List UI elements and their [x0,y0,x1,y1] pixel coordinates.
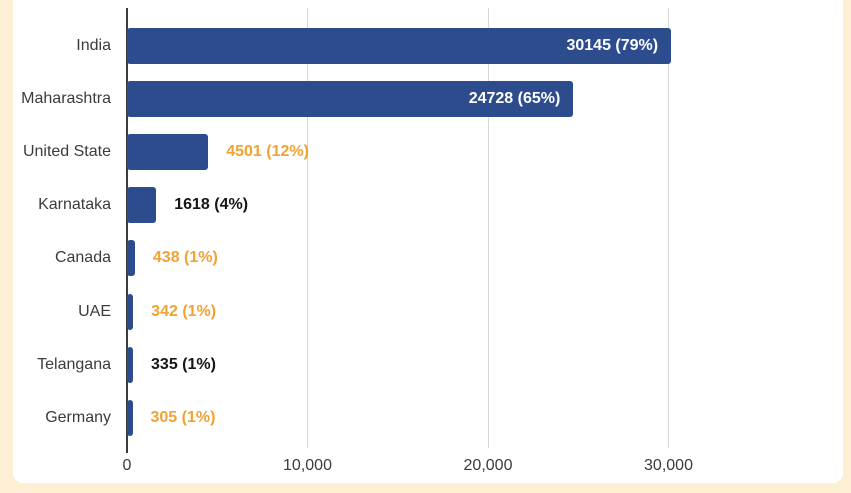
value-label: 438 (1%) [152,249,218,267]
bar [127,346,134,383]
value-label: 4501 (12%) [226,142,309,160]
value-label: 1618 (4%) [174,196,249,214]
bar [127,293,134,330]
bar [127,133,209,170]
x-tick-label: 10,000 [283,457,332,474]
x-tick-label: 30,000 [644,457,693,474]
value-label: 335 (1%) [151,355,216,373]
x-tick-label: 0 [122,457,132,474]
category-label: Telangana [37,355,111,373]
category-label: Canada [54,249,111,267]
y-axis-line [126,8,128,453]
value-label: 342 (1%) [151,302,217,320]
bar [127,80,574,117]
category-label: India [76,36,111,54]
category-label: Germany [45,408,111,426]
bar [127,399,133,436]
x-gridline [668,8,669,448]
bar [127,27,672,64]
category-label: United State [22,142,111,160]
x-gridline [487,8,489,448]
x-gridline [307,8,308,448]
value-label: 305 (1%) [150,408,216,426]
category-label: UAE [78,302,111,320]
category-label: Karnataka [38,196,111,214]
category-label: Maharashtra [21,89,111,107]
value-label: 24728 (65%) [468,89,561,107]
chart-card [13,0,843,483]
bar [127,187,157,224]
value-label: 30145 (79%) [566,36,659,54]
x-tick-label: 20,000 [463,457,513,474]
bar [127,240,135,277]
